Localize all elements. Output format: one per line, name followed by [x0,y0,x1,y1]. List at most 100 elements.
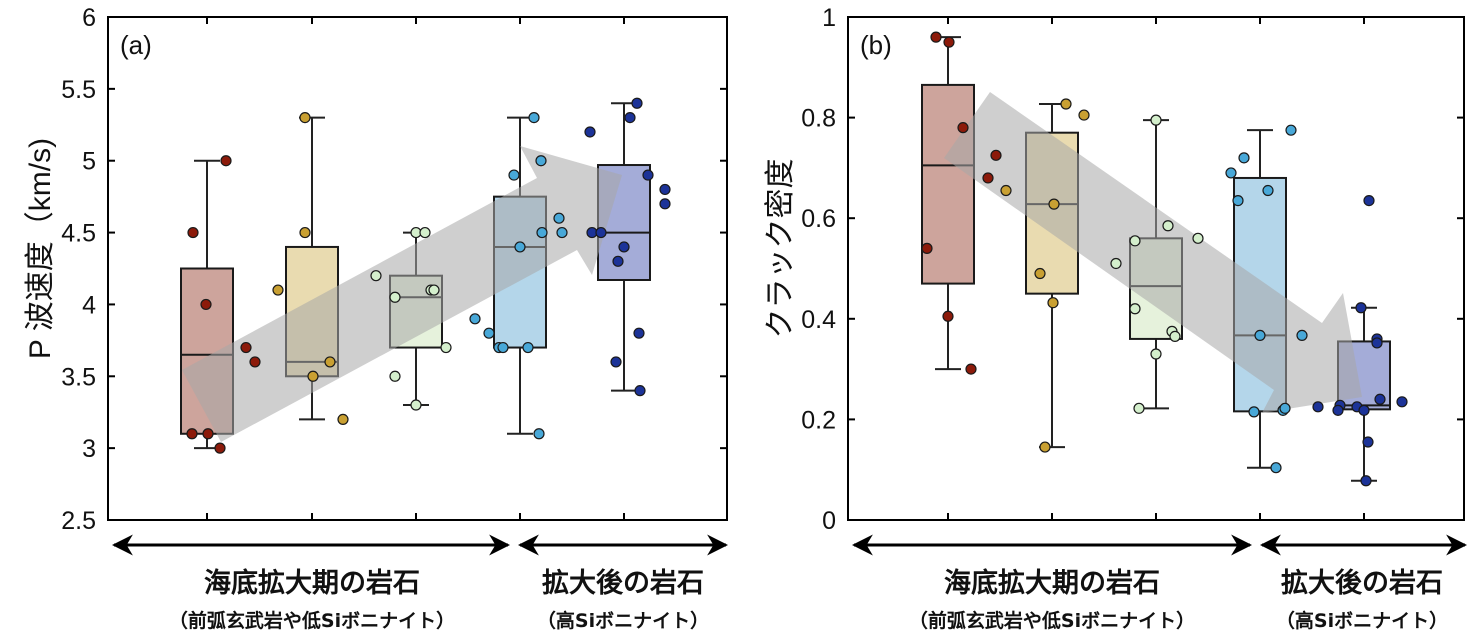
data-point [202,428,214,440]
panel-label: (b) [860,30,892,60]
data-point [299,226,311,239]
data-point [633,327,645,339]
data-point [982,172,994,184]
data-point [324,356,336,368]
data-point [1396,396,1408,408]
data-point [1048,198,1060,210]
caption-spreading-sub-b: （前弧玄武岩や低Siボニナイト） [909,609,1195,632]
data-point [440,341,452,354]
data-point [921,242,933,254]
data-point [1129,303,1141,315]
y-tick-label: 0.6 [801,205,836,233]
panel-b: 0 0.2 0.4 0.6 0.8 1 (b) クラック密度 [764,4,1465,535]
panel-label: (a) [120,30,152,60]
data-point [508,169,520,181]
data-point [389,370,401,382]
y-tick-label: 4 [82,291,96,319]
data-point [370,270,382,282]
trend-arrow [182,146,622,442]
y-axis-label: クラック密度 [764,159,797,339]
data-point [556,226,568,239]
data-point [299,111,311,124]
data-point [528,111,540,124]
data-point [214,442,226,454]
caption-spreading-sub-a: （前弧玄武岩や低Siボニナイト） [169,609,455,632]
panel-a: 2.5 3 3.5 4 4.5 5 5.5 6 (a) P 波速度（km/s) [24,4,728,535]
data-point [659,198,671,210]
data-point [337,413,349,425]
data-point [1332,404,1344,416]
data-point [483,327,495,339]
plot-frame [107,16,728,521]
data-point [536,226,548,239]
data-point [1000,184,1012,197]
data-point [1047,297,1059,309]
data-point [1238,152,1250,164]
data-point [1296,329,1308,341]
data-point [497,341,509,354]
data-point [610,356,622,368]
data-point [1232,194,1244,207]
data-point [514,241,526,253]
data-point [1360,475,1372,487]
data-point [307,370,319,382]
data-point [1262,184,1274,197]
y-tick-label: 6 [82,4,96,32]
data-point [943,36,955,48]
data-point [659,183,671,196]
data-point [535,155,547,167]
y-tick-label: 3 [82,435,96,463]
caption-spreading-a: 海底拡大期の岩石 [204,567,420,599]
data-point [410,399,422,411]
y-tick-label: 0.2 [801,406,836,434]
data-point [634,385,646,397]
data-point [187,226,199,239]
data-point [1312,401,1324,413]
data-point [1371,337,1383,349]
data-point [1358,404,1370,416]
data-point [642,169,654,181]
data-point [1374,393,1386,405]
data-point [584,126,596,138]
data-point [240,341,252,354]
caption-post-sub-a: （高Siボニナイト） [537,609,709,632]
data-point [1078,109,1090,121]
caption-post-a: 拡大後の岩石 [542,568,704,599]
data-point [553,212,565,224]
caption-spreading-b: 海底拡大期の岩石 [944,567,1160,599]
data-point [200,298,212,311]
data-point [1129,235,1141,247]
data-point [930,31,942,43]
data-point [272,284,284,296]
data-point [1150,114,1162,126]
data-point [1254,329,1266,341]
data-point [612,255,624,267]
y-tick-label: 5.5 [61,76,96,104]
data-point [1110,257,1122,270]
data-point [220,155,232,167]
data-point [631,97,643,109]
data-point [1162,220,1174,232]
data-point [1060,98,1072,110]
data-point [533,428,545,440]
data-point [1169,330,1181,343]
y-axis-label: P 波速度（km/s) [24,138,57,359]
data-point [1355,302,1367,314]
data-point [965,363,977,375]
y-tick-label: 0.4 [801,306,836,334]
data-point [1270,462,1282,474]
data-point [1225,167,1237,179]
y-tick-label: 1 [822,4,836,32]
data-point [1279,402,1291,414]
caption-post-sub-b: （高Siボニナイト） [1276,609,1448,632]
data-point [1285,124,1297,136]
data-point [1192,232,1204,244]
box [921,83,975,285]
data-point [1362,436,1374,448]
trend-arrow [944,92,1362,413]
data-point [1248,406,1260,418]
data-point [624,111,636,124]
data-point [419,226,431,239]
data-point [469,313,481,325]
